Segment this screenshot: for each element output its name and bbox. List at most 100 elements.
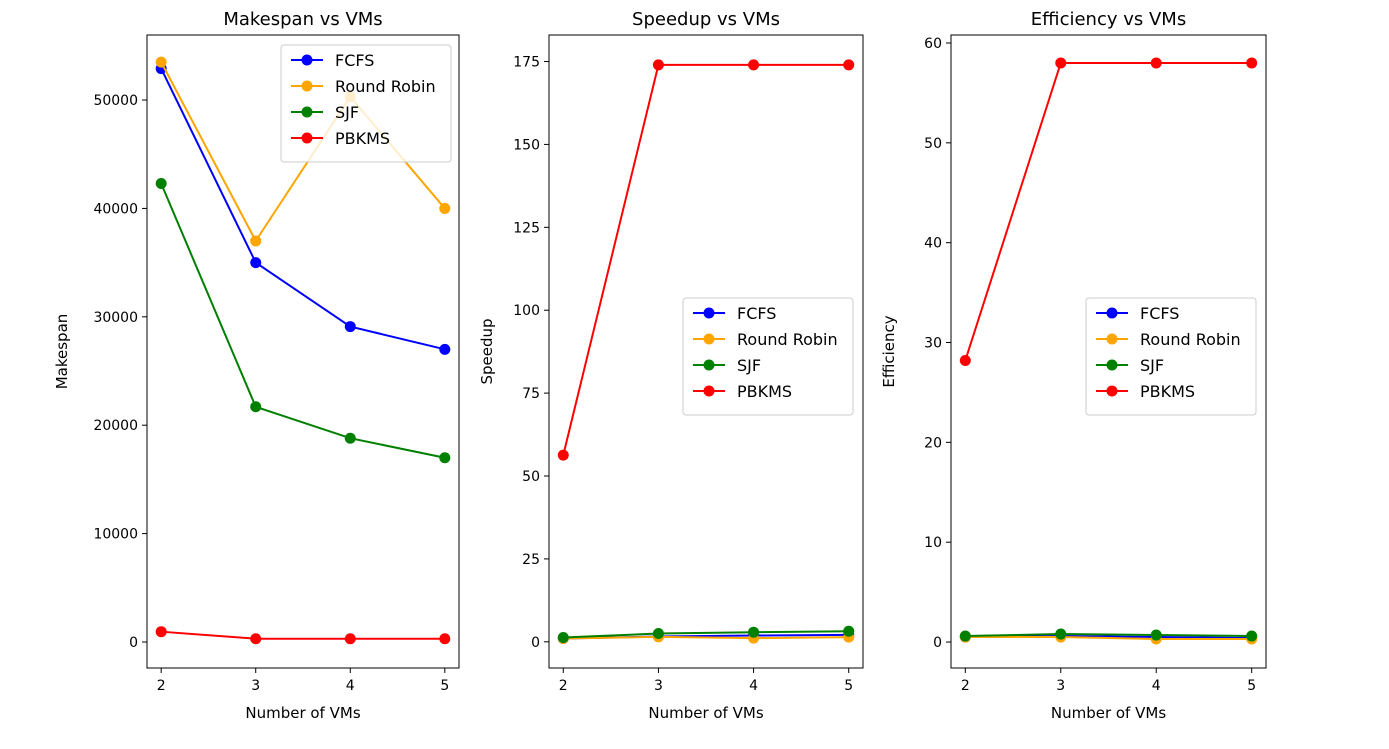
x-tick-label: 2 [961,678,970,694]
series-line [161,630,445,640]
legend-label: PBKMS [1140,382,1195,401]
series-line [160,183,446,459]
series-pbkms [557,59,855,461]
x-tick-label: 4 [1152,678,1161,694]
data-point [652,59,664,71]
x-tick-label: 5 [1247,678,1256,694]
y-tick-label: 100 [513,303,540,319]
x-tick-label: 3 [1056,678,1065,694]
legend-marker [703,359,715,371]
data-point [155,626,167,638]
y-tick-label: 175 [513,55,540,71]
legend-box [1085,297,1257,416]
data-point [748,626,760,638]
legend-marker [301,80,313,92]
legend-marker [1106,385,1118,397]
legend-marker [1106,359,1118,371]
series-pbkms [155,626,451,645]
legend-label: Round Robin [1140,330,1241,349]
legend: FCFS Round Robin SJF PBKMS [280,44,452,163]
x-tick-label: 3 [654,678,663,694]
legend-label: SJF [737,356,761,375]
legend-box [280,44,452,163]
legend-label: FCFS [335,51,374,70]
data-point [250,633,262,645]
legend-label: PBKMS [737,382,792,401]
data-point [959,354,971,366]
data-point [1246,630,1258,642]
data-point [439,343,451,355]
legend: FCFS Round Robin SJF PBKMS [682,297,854,416]
y-tick-label: 0 [933,635,942,651]
legend-marker [301,54,313,66]
series-line [964,61,1252,361]
data-point [250,401,262,413]
data-point [843,59,855,71]
plot-frame [548,34,864,669]
data-point [652,628,664,640]
y-axis-label: Efficiency [880,315,898,387]
data-point [1055,57,1067,69]
x-axis-label: Number of VMs [245,704,360,722]
y-tick-label: 50 [522,469,540,485]
legend-marker [1106,333,1118,345]
legend-label: Round Robin [335,77,436,96]
y-tick-label: 40 [924,236,942,252]
data-point [1246,57,1258,69]
series-round-robin [959,631,1258,645]
data-point [439,202,451,214]
plot-frame [950,34,1267,669]
y-tick-label: 0 [129,635,138,651]
x-tick-label: 2 [559,678,568,694]
y-tick-label: 20 [924,435,942,451]
series-sjf [557,625,855,643]
x-tick-label: 4 [749,678,758,694]
legend-label: FCFS [737,304,776,323]
legend-marker [703,307,715,319]
data-point [344,321,356,333]
data-point [1150,629,1162,641]
y-axis-label: Makespan [53,314,71,390]
data-point [344,432,356,444]
y-tick-label: 30 [924,336,942,352]
y-tick-label: 25 [522,552,540,568]
series-line [965,636,1252,641]
x-tick-label: 3 [251,678,260,694]
x-tick-label: 4 [346,678,355,694]
series-line [563,630,849,639]
y-tick-label: 60 [924,36,942,52]
y-tick-label: 10000 [93,527,138,543]
data-point [557,449,569,461]
data-point [250,235,262,247]
y-tick-label: 40000 [93,201,138,217]
x-axis-label: Number of VMs [1051,704,1166,722]
legend-marker [1106,307,1118,319]
legend-label: FCFS [1140,304,1179,323]
series-pbkms [959,57,1258,366]
series-line [562,63,849,456]
chart-title: Speedup vs VMs [632,9,780,30]
chart-title: Efficiency vs VMs [1031,9,1186,30]
y-tick-label: 125 [513,220,540,236]
plot-frame [146,34,460,669]
data-point [439,452,451,464]
legend-marker [703,333,715,345]
data-point [155,56,167,68]
y-tick-label: 20000 [93,418,138,434]
x-axis-label: Number of VMs [648,704,763,722]
data-point [748,59,760,71]
y-tick-label: 0 [531,635,540,651]
data-point [1055,628,1067,640]
series-line [563,635,849,640]
y-axis-label: Speedup [478,318,496,384]
data-point [959,630,971,642]
y-tick-label: 50000 [93,93,138,109]
data-point [344,633,356,645]
x-tick-label: 5 [440,678,449,694]
chart-title: Makespan vs VMs [223,9,382,30]
data-point [439,633,451,645]
data-point [250,257,262,269]
data-point [155,177,167,189]
